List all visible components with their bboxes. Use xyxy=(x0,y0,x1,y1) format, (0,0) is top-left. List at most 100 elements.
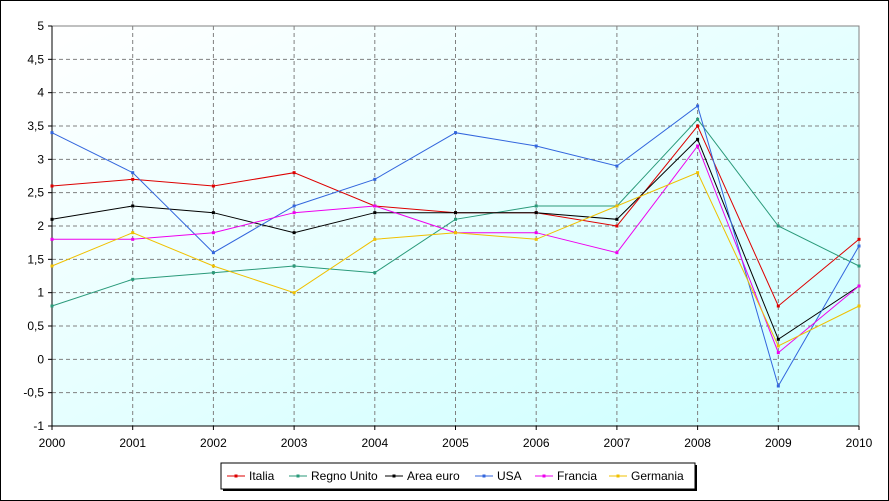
y-tick-label: 2,5 xyxy=(27,186,44,200)
x-tick-label: 2001 xyxy=(119,436,146,450)
data-point xyxy=(211,231,215,235)
legend-marker xyxy=(234,474,238,478)
data-point xyxy=(776,384,780,388)
data-point xyxy=(857,244,861,248)
legend-label: Germania xyxy=(631,469,684,483)
legend-marker xyxy=(616,474,620,478)
data-point xyxy=(292,264,296,268)
grid xyxy=(52,26,859,426)
x-tick-label: 2009 xyxy=(765,436,792,450)
data-point xyxy=(615,224,619,228)
data-point xyxy=(696,171,700,175)
x-tick-label: 2003 xyxy=(281,436,308,450)
y-tick-label: 3 xyxy=(37,152,44,166)
data-point xyxy=(211,271,215,275)
y-tick-label: 0,5 xyxy=(27,319,44,333)
data-point xyxy=(696,144,700,148)
data-point xyxy=(292,204,296,208)
series-germania xyxy=(50,171,861,348)
x-tick-label: 2005 xyxy=(442,436,469,450)
x-tick-label: 2000 xyxy=(39,436,66,450)
data-point xyxy=(534,144,538,148)
data-point xyxy=(776,351,780,355)
data-point xyxy=(211,264,215,268)
legend-item: Italia xyxy=(227,469,275,483)
data-point xyxy=(211,251,215,255)
x-tick-label: 2007 xyxy=(604,436,631,450)
x-tick-label: 2010 xyxy=(846,436,873,450)
data-point xyxy=(50,131,54,135)
data-point xyxy=(696,117,700,121)
legend-item: Germania xyxy=(609,469,684,483)
x-tick-label: 2008 xyxy=(684,436,711,450)
x-tick-label: 2004 xyxy=(361,436,388,450)
x-tick-label: 2002 xyxy=(200,436,227,450)
data-point xyxy=(696,104,700,108)
data-point xyxy=(776,304,780,308)
y-tick-label: 1,5 xyxy=(27,252,44,266)
y-tick-label: 3,5 xyxy=(27,119,44,133)
data-point xyxy=(454,217,457,221)
data-point xyxy=(454,231,457,235)
data-point xyxy=(131,237,135,241)
data-point xyxy=(454,211,457,215)
legend-label: Francia xyxy=(557,469,597,483)
series-regno-unito xyxy=(50,117,861,308)
data-point xyxy=(292,211,296,215)
legend-item: Francia xyxy=(535,469,597,483)
data-point xyxy=(373,211,377,215)
legend-item: USA xyxy=(475,469,522,483)
data-point xyxy=(292,291,296,295)
data-point xyxy=(131,277,135,281)
data-point xyxy=(373,271,377,275)
x-tick-label: 2006 xyxy=(523,436,550,450)
data-point xyxy=(615,217,619,221)
y-tick-label: 1 xyxy=(37,286,44,300)
legend-marker xyxy=(392,474,396,478)
data-point xyxy=(857,237,861,241)
y-tick-label: 0 xyxy=(37,352,44,366)
data-point xyxy=(454,131,457,135)
data-point xyxy=(857,304,861,308)
data-point xyxy=(776,344,780,348)
legend-item: Regno Unito xyxy=(289,469,378,483)
data-point xyxy=(292,231,296,235)
legend: Italia Regno Unito Area euro USA Francia Germ… xyxy=(220,462,697,491)
y-tick-label: -0,5 xyxy=(23,386,44,400)
data-point xyxy=(50,217,54,221)
data-point xyxy=(50,237,54,241)
data-point xyxy=(857,264,861,268)
data-point xyxy=(373,177,377,181)
data-point xyxy=(857,284,861,288)
series-lines xyxy=(50,104,861,388)
data-point xyxy=(292,171,296,175)
data-point xyxy=(131,231,135,235)
legend-marker xyxy=(482,474,486,478)
legend-item: Area euro xyxy=(385,469,460,483)
data-point xyxy=(50,304,54,308)
legend-marker xyxy=(542,474,546,478)
data-point xyxy=(615,251,619,255)
y-tick-label: 5 xyxy=(37,19,44,33)
series-usa xyxy=(50,104,861,388)
data-point xyxy=(373,204,377,208)
data-point xyxy=(373,237,377,241)
y-tick-label: 4 xyxy=(37,86,44,100)
data-point xyxy=(50,264,54,268)
data-point xyxy=(131,177,135,181)
legend-label: USA xyxy=(497,469,522,483)
legend-label: Italia xyxy=(249,469,275,483)
data-point xyxy=(131,204,135,208)
legend-label: Regno Unito xyxy=(311,469,378,483)
data-point xyxy=(211,184,215,188)
data-point xyxy=(776,224,780,228)
y-tick-label: 2 xyxy=(37,219,44,233)
y-tick-label: -1 xyxy=(33,419,44,433)
data-point xyxy=(534,211,538,215)
legend-marker xyxy=(296,474,300,478)
y-tick-label: 4,5 xyxy=(27,52,44,66)
data-point xyxy=(615,204,619,208)
data-point xyxy=(211,211,215,215)
